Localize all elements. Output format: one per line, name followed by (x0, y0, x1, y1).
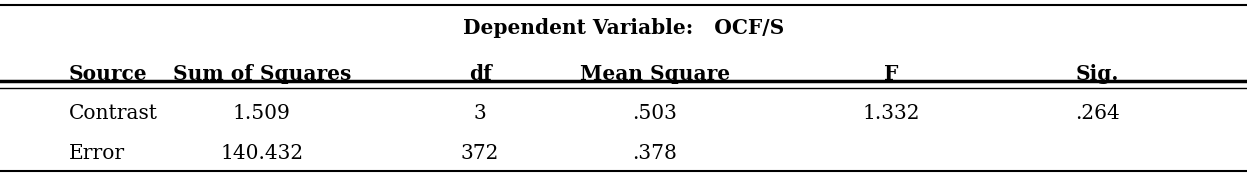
Text: Source: Source (69, 64, 147, 84)
Text: 1.332: 1.332 (863, 104, 920, 123)
Text: Sum of Squares: Sum of Squares (172, 64, 352, 84)
Text: F: F (884, 64, 899, 84)
Text: 372: 372 (461, 144, 499, 163)
Text: 1.509: 1.509 (233, 104, 291, 123)
Text: 140.432: 140.432 (221, 144, 303, 163)
Text: df: df (469, 64, 491, 84)
Text: Mean Square: Mean Square (580, 64, 729, 84)
Text: .503: .503 (632, 104, 677, 123)
Text: Dependent Variable:   OCF/S: Dependent Variable: OCF/S (463, 18, 784, 38)
Text: .264: .264 (1075, 104, 1120, 123)
Text: Sig.: Sig. (1076, 64, 1119, 84)
Text: .378: .378 (632, 144, 677, 163)
Text: Error: Error (69, 144, 125, 163)
Text: 3: 3 (474, 104, 486, 123)
Text: Contrast: Contrast (69, 104, 157, 123)
